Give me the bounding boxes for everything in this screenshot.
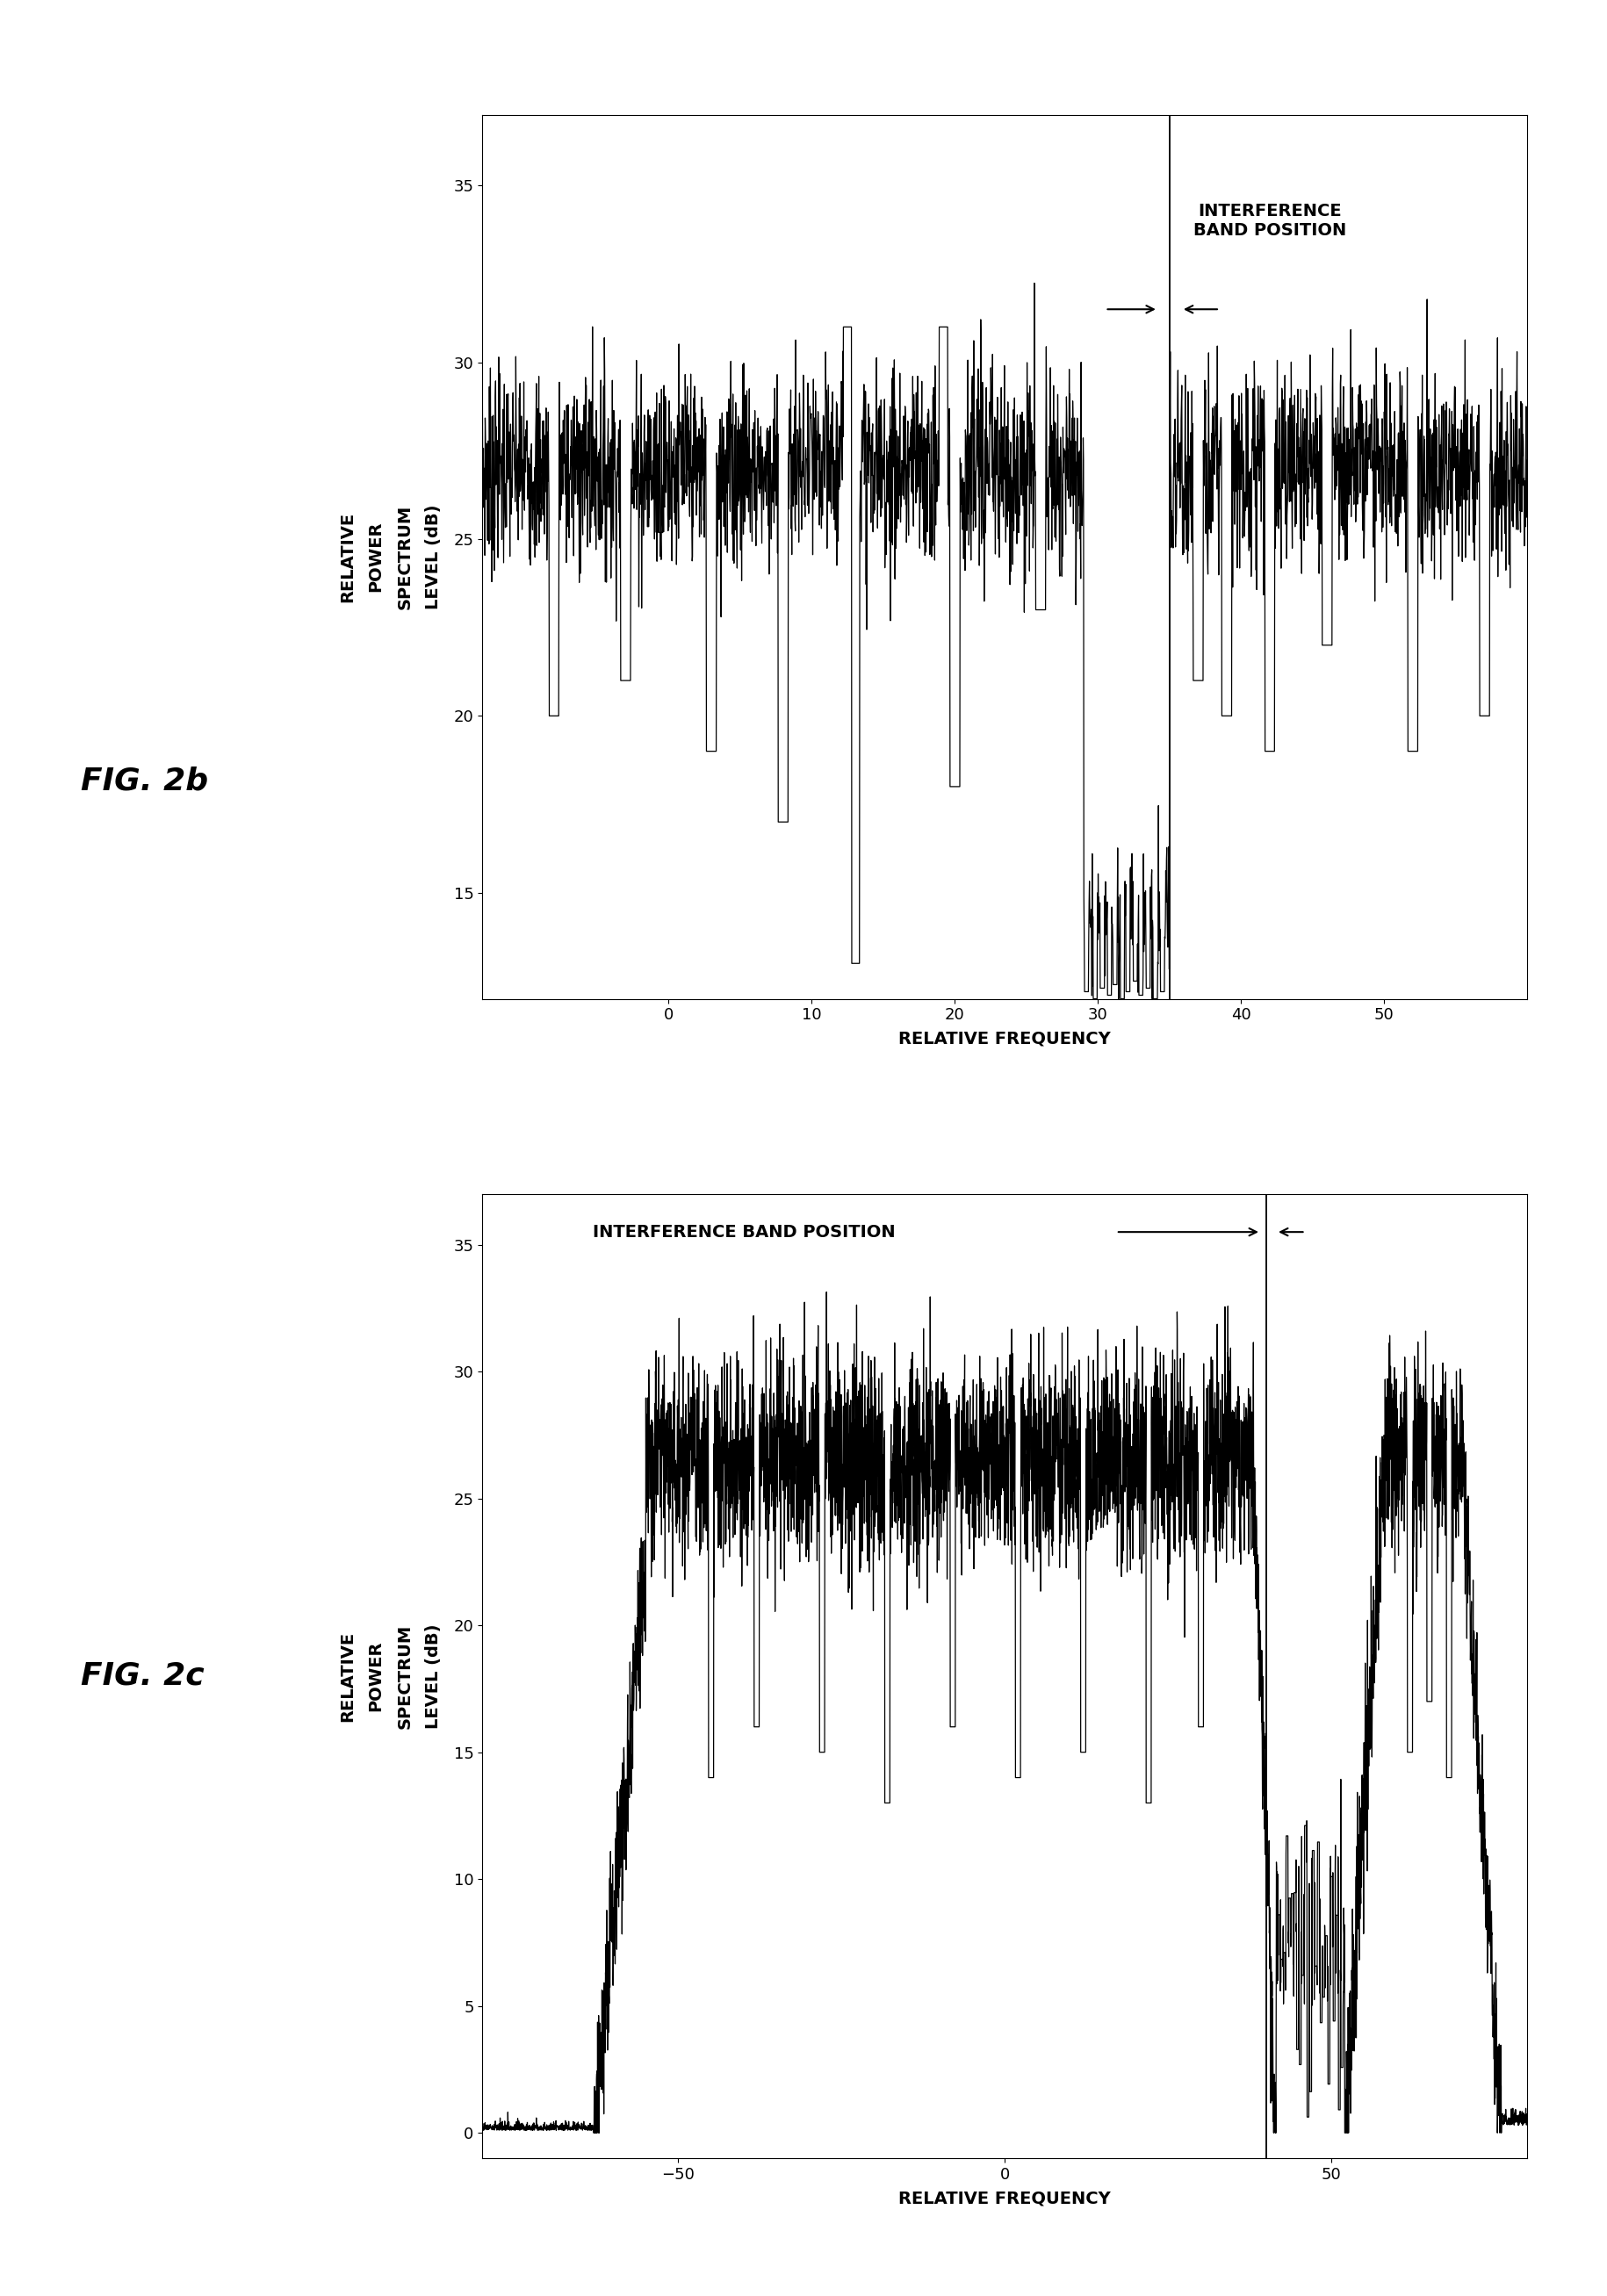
Text: INTERFERENCE BAND POSITION: INTERFERENCE BAND POSITION — [591, 1224, 895, 1240]
Text: FIG. 2b: FIG. 2b — [80, 765, 207, 797]
Text: INTERFERENCE
BAND POSITION: INTERFERENCE BAND POSITION — [1192, 202, 1345, 239]
Y-axis label: RELATIVE
POWER
SPECTRUM
LEVEL (dB): RELATIVE POWER SPECTRUM LEVEL (dB) — [339, 1623, 442, 1729]
X-axis label: RELATIVE FREQUENCY: RELATIVE FREQUENCY — [898, 1031, 1110, 1047]
Y-axis label: RELATIVE
POWER
SPECTRUM
LEVEL (dB): RELATIVE POWER SPECTRUM LEVEL (dB) — [339, 505, 442, 608]
X-axis label: RELATIVE FREQUENCY: RELATIVE FREQUENCY — [898, 2190, 1110, 2206]
Text: FIG. 2c: FIG. 2c — [80, 1660, 204, 1692]
